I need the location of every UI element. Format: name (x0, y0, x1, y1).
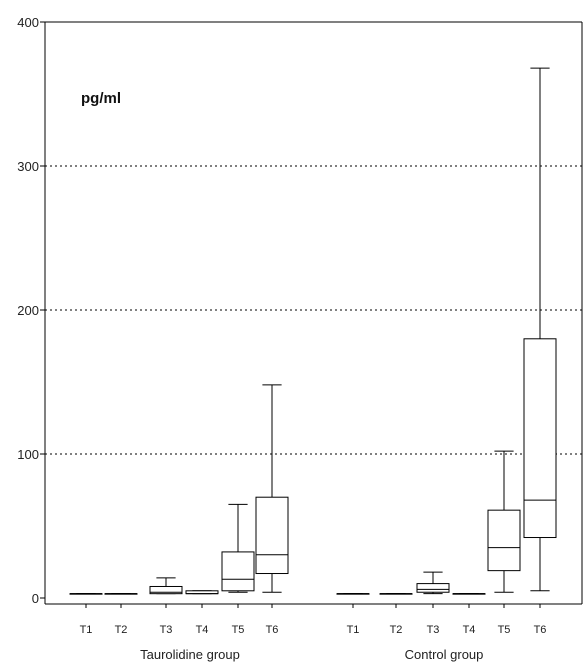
box-taurolidine-t2 (104, 593, 138, 595)
iqr-box (416, 583, 450, 593)
unit-label: pg/ml (81, 90, 121, 107)
box-taurolidine-t1 (69, 593, 103, 595)
x-tick-label-t2: T2 (390, 624, 403, 636)
boxes (69, 67, 557, 595)
x-tick-label-t5: T5 (232, 624, 245, 636)
plot-frame (44, 21, 583, 605)
box-control-t1 (336, 593, 370, 595)
y-axis: 0 100 200 300 400 (17, 15, 45, 606)
group-label-taurolidine: Taurolidine group (140, 647, 240, 662)
iqr-box (487, 509, 521, 572)
box-taurolidine-t3 (149, 577, 183, 595)
x-tick-label-t4: T4 (196, 624, 209, 636)
y-tick-label-200: 200 (17, 303, 39, 318)
x-axis-labels: T1 T2 T3 T4 T5 T6 Taurolidine group T1 T2 T3 T4 T5 T… (80, 604, 547, 662)
box-taurolidine-t5 (221, 503, 255, 593)
y-tick-label-400: 400 (17, 15, 39, 30)
group-label-control: Control group (405, 647, 484, 662)
x-tick-label-t3: T3 (160, 624, 173, 636)
iqr-box (255, 496, 289, 575)
x-tick-label-t1: T1 (80, 624, 93, 636)
gridlines (45, 165, 582, 455)
x-tick-label-t5: T5 (498, 624, 511, 636)
x-tick-label-t4: T4 (463, 624, 476, 636)
x-tick-label-t6: T6 (534, 624, 547, 636)
x-tick-label-t6: T6 (266, 624, 279, 636)
iqr-box (221, 551, 255, 592)
box-control-t6 (523, 67, 557, 592)
x-tick-label-t2: T2 (115, 624, 128, 636)
box-control-t5 (487, 450, 521, 593)
iqr-box (149, 585, 183, 595)
box-taurolidine-t6 (255, 384, 289, 593)
y-tick-label-100: 100 (17, 447, 39, 462)
y-tick-label-0: 0 (32, 591, 39, 606)
y-tick-label-300: 300 (17, 159, 39, 174)
box-control-t3 (416, 571, 450, 595)
box-taurolidine-t4 (185, 590, 219, 595)
x-tick-label-t3: T3 (427, 624, 440, 636)
x-tick-label-t1: T1 (347, 624, 360, 636)
box-control-t4 (452, 593, 486, 595)
box-control-t2 (379, 593, 413, 595)
iqr-box (523, 338, 557, 539)
